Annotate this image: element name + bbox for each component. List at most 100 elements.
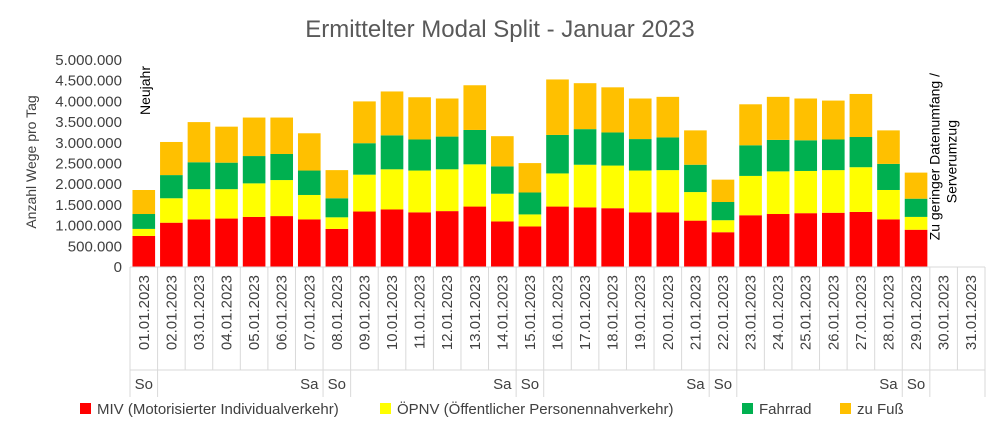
x-tick-label: 09.01.2023	[356, 275, 373, 350]
bar-segment-4	[242, 117, 266, 157]
y-tick-label: 3.500.000	[55, 114, 122, 131]
bar-segment-2	[187, 189, 211, 220]
bar-segment-1	[877, 219, 900, 267]
day-tag-label: So	[521, 376, 539, 393]
x-tick-label: 05.01.2023	[246, 275, 263, 350]
bar-segment-2	[711, 220, 735, 233]
bar-segment-1	[601, 208, 624, 267]
bar-segment-4	[904, 172, 928, 199]
bar-segment-2	[435, 169, 459, 212]
bar-segment-3	[601, 132, 624, 166]
bar-segment-1	[380, 209, 404, 267]
bar-segment-3	[573, 129, 597, 165]
bar-segment-4	[463, 85, 487, 130]
x-tick-label: 06.01.2023	[274, 275, 291, 350]
day-tag-label: So	[135, 376, 153, 393]
chart-title: Ermittelter Modal Split - Januar 2023	[305, 16, 695, 43]
bar-segment-3	[766, 139, 790, 172]
bar-segment-1	[656, 212, 680, 267]
x-tick-label: 13.01.2023	[467, 275, 484, 350]
bar-segment-4	[408, 97, 431, 140]
bar-segment-4	[380, 91, 404, 136]
bar-segment-1	[684, 220, 707, 267]
y-tick-label: 3.000.000	[55, 135, 122, 152]
bar-segment-2	[601, 165, 624, 209]
bar-segment-1	[187, 219, 211, 267]
bar-segment-3	[656, 137, 680, 171]
x-tick-label: 10.01.2023	[384, 275, 401, 350]
bar-segment-1	[849, 211, 873, 267]
bar-segment-1	[215, 218, 238, 267]
bar-segment-3	[628, 139, 652, 171]
bar-segment-2	[546, 173, 569, 207]
bar-segment-2	[297, 194, 321, 220]
bar-segment-2	[491, 193, 514, 222]
y-tick-label: 2.000.000	[55, 176, 122, 193]
bar-segment-4	[822, 100, 845, 140]
x-tick-label: 25.01.2023	[798, 275, 815, 350]
bar-segment-4	[546, 79, 569, 135]
bar-segment-2	[463, 164, 487, 207]
bar-segment-4	[739, 104, 762, 146]
day-tag-label: Sa	[686, 376, 705, 393]
annotation-missing-line1: Zu geringer Datenumfang /	[927, 73, 943, 240]
bar-segment-3	[904, 198, 928, 217]
y-tick-label: 500.000	[68, 238, 122, 255]
bar-segment-4	[573, 83, 597, 130]
x-tick-label: 03.01.2023	[191, 275, 208, 350]
bar-segment-2	[794, 170, 818, 214]
y-tick-label: 5.000.000	[55, 52, 122, 69]
x-tick-label: 18.01.2023	[605, 275, 622, 350]
x-tick-label: 24.01.2023	[770, 275, 787, 350]
bar-segment-3	[739, 145, 762, 176]
x-tick-label: 12.01.2023	[439, 275, 456, 350]
bar-segment-4	[684, 130, 707, 165]
bar-segment-2	[822, 170, 845, 213]
x-tick-label: 23.01.2023	[743, 275, 760, 350]
y-tick-label: 0	[114, 259, 122, 276]
x-tick-label: 01.01.2023	[136, 275, 153, 350]
bar-segment-1	[270, 216, 294, 267]
bar-segment-1	[435, 211, 459, 267]
bar-segment-3	[435, 136, 459, 170]
bar-segment-1	[794, 213, 818, 267]
bar-segment-4	[766, 96, 790, 140]
legend-swatch	[840, 403, 851, 414]
bar-segment-1	[628, 212, 652, 267]
x-tick-label: 11.01.2023	[412, 275, 429, 349]
x-tick-label: 21.01.2023	[687, 275, 704, 350]
bar-segment-4	[215, 126, 238, 163]
bar-segment-4	[325, 170, 349, 199]
x-tick-label: 22.01.2023	[715, 275, 732, 350]
x-tick-label: 28.01.2023	[880, 275, 897, 350]
x-tick-label: 27.01.2023	[853, 275, 870, 350]
bar-segment-1	[518, 226, 542, 267]
bar-segment-1	[353, 211, 376, 267]
bar-segment-1	[573, 207, 597, 267]
legend-label: Fahrrad	[759, 401, 812, 418]
bar-segment-1	[325, 228, 349, 267]
bar-segment-2	[270, 180, 294, 217]
bar-segment-2	[380, 169, 404, 210]
bar-segment-3	[380, 135, 404, 170]
bar-segment-3	[215, 162, 238, 190]
bar-segment-2	[684, 192, 707, 221]
bar-segment-4	[849, 93, 873, 138]
bar-segment-3	[822, 139, 845, 171]
bar-segment-3	[711, 202, 735, 221]
bar-segment-3	[187, 162, 211, 190]
bar-segment-1	[242, 216, 266, 267]
y-axis-label: Anzahl Wege pro Tag	[23, 95, 39, 228]
bar-segment-2	[242, 183, 266, 217]
bar-segment-1	[904, 229, 928, 267]
bar-segment-1	[766, 214, 790, 267]
bar-segment-2	[766, 171, 790, 215]
bar-segment-3	[491, 166, 514, 194]
bar-segment-4	[270, 117, 294, 154]
bar-segment-1	[408, 212, 431, 267]
bar-segment-4	[187, 122, 211, 163]
bar-segment-4	[132, 190, 156, 215]
legend-label: zu Fuß	[857, 401, 904, 418]
